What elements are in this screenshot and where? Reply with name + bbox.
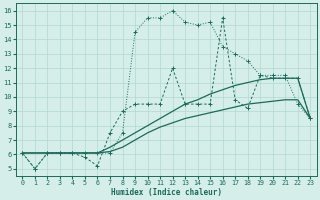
X-axis label: Humidex (Indice chaleur): Humidex (Indice chaleur) bbox=[111, 188, 222, 197]
